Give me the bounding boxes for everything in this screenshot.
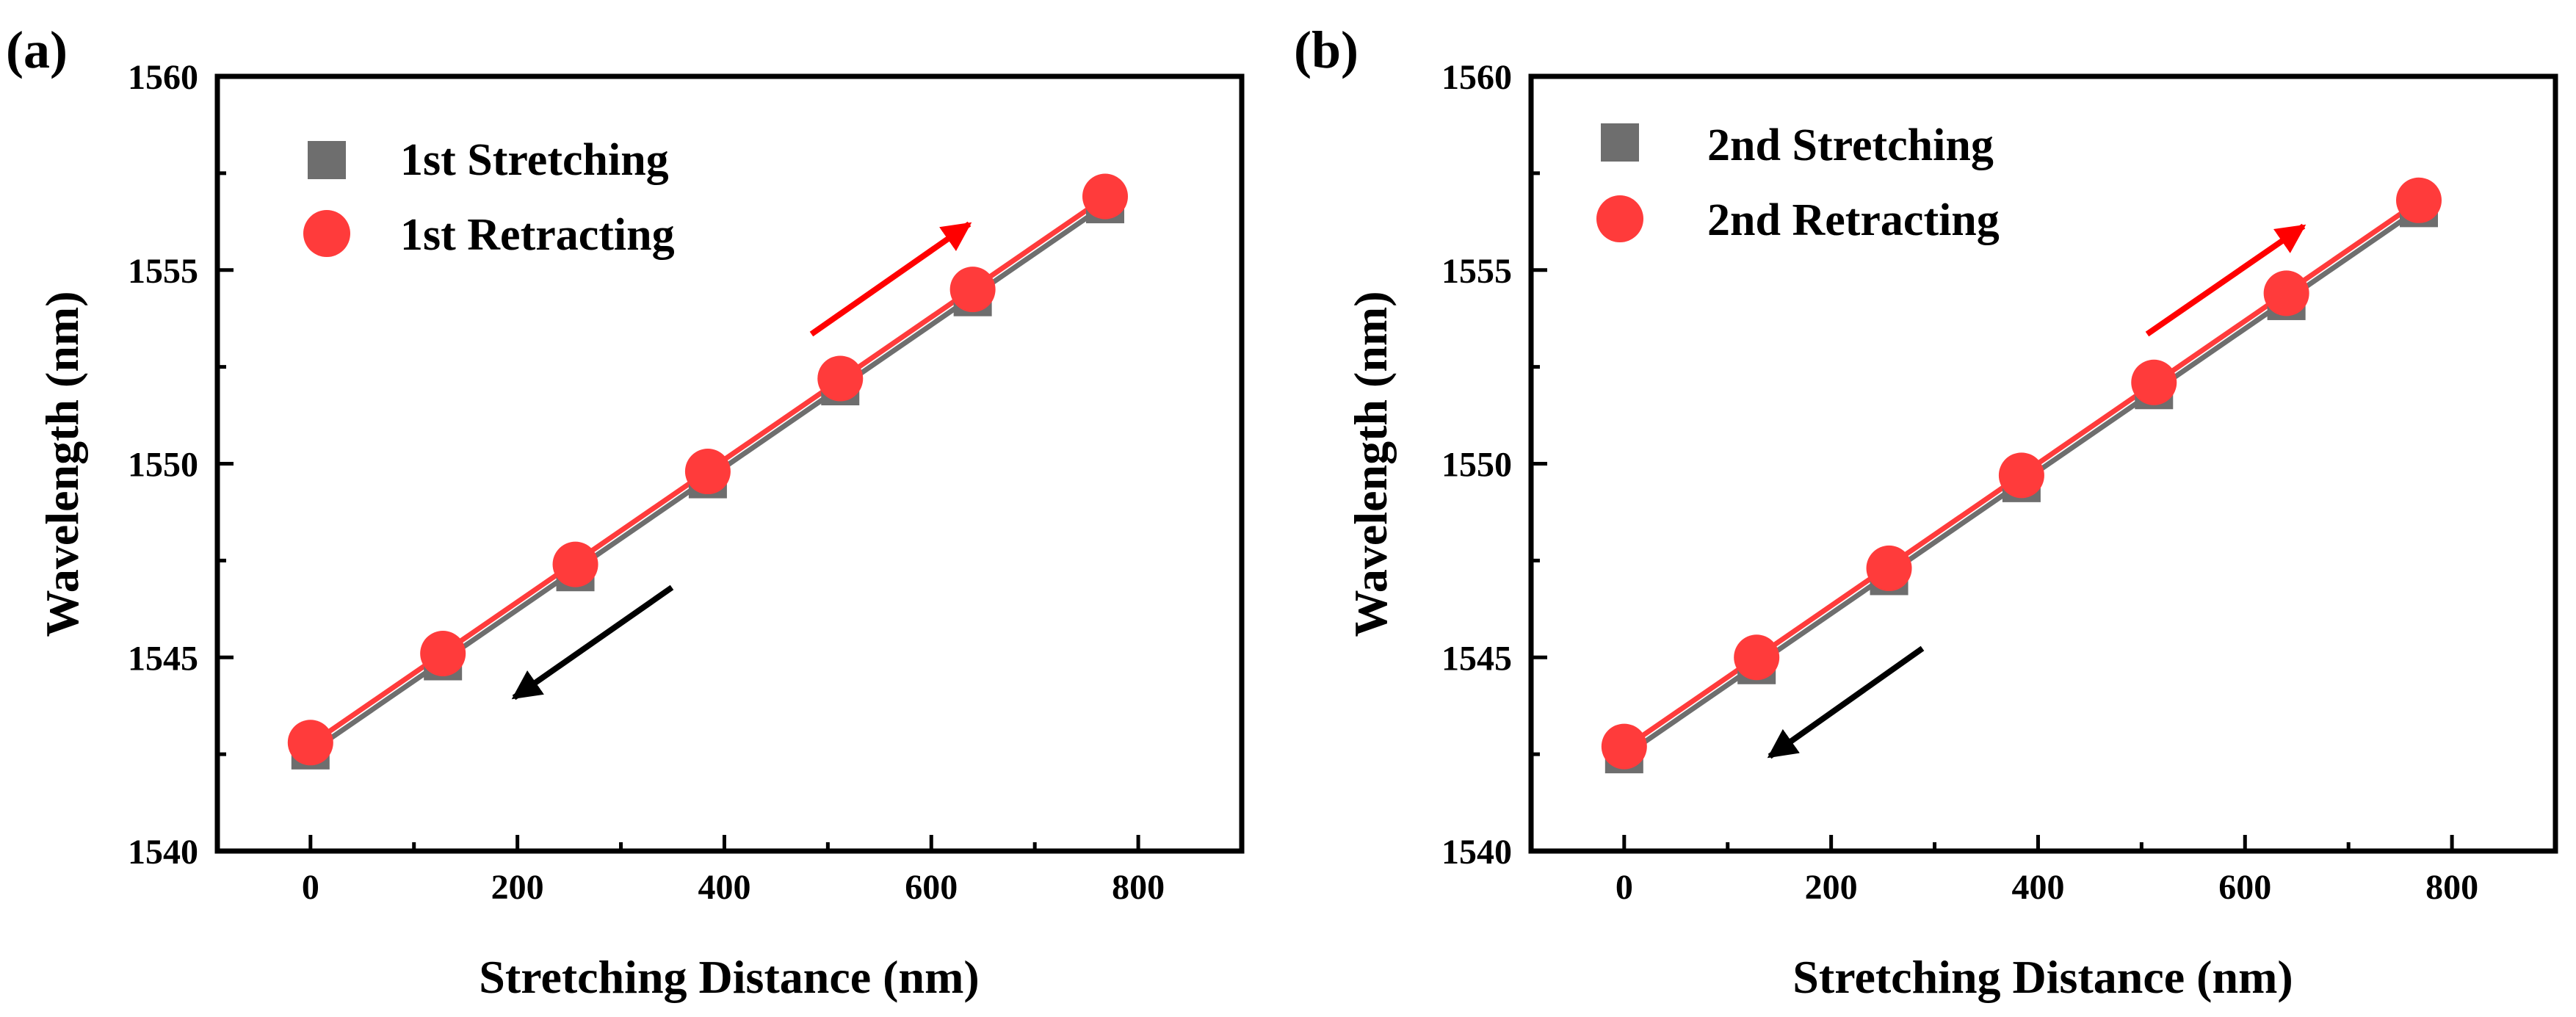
data-point-retracting <box>1734 634 1780 681</box>
legend-swatch-stretching-b <box>1601 123 1639 162</box>
y-tick-label: 1555 <box>128 252 198 291</box>
chart-panel-b: (b) 0 200 400 600 800 1540 1545 1550 1555 1560 2… <box>1294 21 2558 1003</box>
x-tick-label: 200 <box>491 868 544 907</box>
arrow-up-icon <box>2145 223 2307 337</box>
legend-label-retracting-a: 1st Retracting <box>400 210 675 260</box>
arrow-up-icon <box>809 221 972 337</box>
arrow-down-icon <box>1767 645 1925 759</box>
x-tick-label: 200 <box>1805 868 1858 907</box>
legend-swatch-retracting-b <box>1596 195 1643 242</box>
y-tick-label: 1555 <box>1441 252 1512 291</box>
y-tick-label: 1540 <box>1441 833 1512 872</box>
data-point-retracting <box>1082 173 1128 220</box>
panel-label-a: (a) <box>6 21 68 79</box>
direction-arrows-a <box>511 221 972 701</box>
y-tick-label: 1545 <box>1441 639 1512 678</box>
data-markers-b <box>1601 177 2442 774</box>
legend-a: 1st Stretching 1st Retracting <box>303 135 675 260</box>
data-point-retracting <box>684 449 731 495</box>
x-tick-label: 600 <box>905 868 958 907</box>
x-axis-title-a: Stretching Distance (nm) <box>479 951 979 1003</box>
y-tick-label: 1545 <box>128 639 198 678</box>
y-tick-label: 1560 <box>1441 58 1512 97</box>
data-markers-a <box>287 173 1128 770</box>
x-tick-label: 600 <box>2218 868 2271 907</box>
x-tick-label: 400 <box>2011 868 2064 907</box>
x-axis-title-b: Stretching Distance (nm) <box>1792 951 2293 1003</box>
data-point-retracting <box>817 355 864 402</box>
legend-label-stretching-b: 2nd Stretching <box>1707 120 1994 170</box>
y-axis-title-a: Wavelength (nm) <box>36 291 88 637</box>
x-tick-label: 400 <box>698 868 750 907</box>
data-point-retracting <box>420 630 466 676</box>
data-point-retracting <box>1601 723 1647 770</box>
y-tick-label: 1560 <box>128 58 198 97</box>
data-point-retracting <box>2263 270 2309 316</box>
y-axis-b: 1540 1545 1550 1555 1560 <box>1441 58 1547 872</box>
y-axis-title-b: Wavelength (nm) <box>1345 291 1397 637</box>
y-tick-label: 1550 <box>128 446 198 485</box>
x-axis-a: 0 200 400 600 800 <box>302 835 1165 907</box>
y-tick-label: 1540 <box>128 833 198 872</box>
x-tick-label: 0 <box>302 868 319 907</box>
x-axis-b: 0 200 400 600 800 <box>1616 835 2478 907</box>
panel-label-b: (b) <box>1294 21 1358 79</box>
data-point-retracting <box>2396 177 2442 223</box>
data-point-retracting <box>552 541 598 587</box>
x-tick-label: 800 <box>2425 868 2478 907</box>
y-tick-label: 1550 <box>1441 446 1512 485</box>
x-tick-label: 0 <box>1616 868 1633 907</box>
data-point-retracting <box>1866 545 1912 591</box>
direction-arrows-b <box>1767 223 2307 759</box>
data-point-retracting <box>2131 359 2177 405</box>
legend-swatch-retracting-a <box>303 210 350 257</box>
y-axis-a: 1540 1545 1550 1555 1560 <box>128 58 234 872</box>
legend-label-retracting-b: 2nd Retracting <box>1707 195 2000 245</box>
arrow-down-icon <box>511 584 674 701</box>
legend-swatch-stretching-a <box>308 141 346 179</box>
data-point-retracting <box>1998 452 2044 499</box>
legend-b: 2nd Stretching 2nd Retracting <box>1596 120 2000 245</box>
legend-label-stretching-a: 1st Stretching <box>400 135 669 185</box>
data-point-retracting <box>949 267 996 313</box>
chart-panel-a: (a) 0 200 400 600 800 1540 1545 1550 1555 1560 1… <box>6 21 1245 1003</box>
x-tick-label: 800 <box>1112 868 1165 907</box>
data-point-retracting <box>287 720 333 766</box>
